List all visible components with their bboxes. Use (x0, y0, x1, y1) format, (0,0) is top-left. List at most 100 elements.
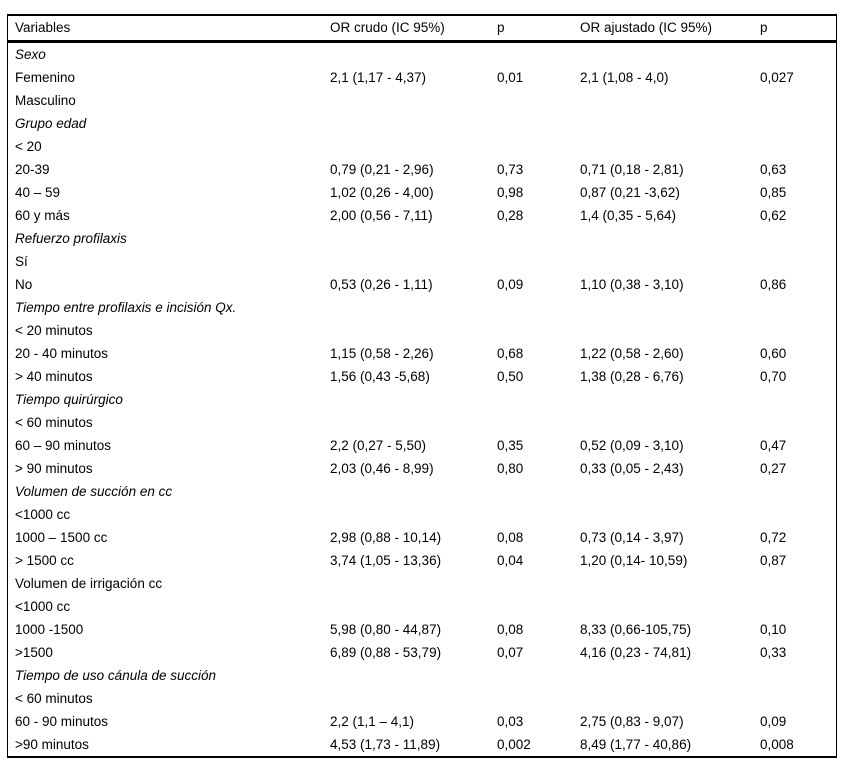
p-crudo-value (497, 503, 580, 526)
p-crudo-value: 0,08 (497, 622, 524, 637)
p-ajustado-value (760, 664, 836, 687)
row-label: > 1500 cc (15, 553, 74, 568)
row-label: 60 – 90 minutos (15, 438, 112, 453)
p-crudo-value: 0,35 (497, 438, 524, 453)
p-crudo-value (497, 411, 580, 434)
row-label: Sexo (15, 47, 46, 62)
or-ajustado-value (580, 388, 760, 411)
row-label: < 60 minutos (15, 415, 93, 430)
or-ajustado-value (580, 664, 760, 687)
row-label: 60 y más (15, 208, 70, 223)
p-ajustado-value (760, 687, 836, 710)
p-crudo-value: 0,01 (497, 70, 524, 85)
row-label: < 60 minutos (15, 691, 93, 706)
row-label: Masculino (15, 93, 76, 108)
p-ajustado-value (760, 595, 836, 618)
or-crudo-value: 2,1 (1,17 - 4,37) (330, 70, 427, 85)
or-crudo-value (330, 687, 497, 710)
row-label: Tiempo quirúrgico (15, 392, 123, 407)
row-label: > 90 minutos (15, 461, 93, 476)
p-ajustado-value: 0,60 (760, 346, 787, 361)
p-ajustado-value (760, 503, 836, 526)
or-ajustado-value (580, 572, 760, 595)
table-row: No 0,53 (0,26 - 1,11) 0,09 1,10 (0,38 - 3,1… (8, 273, 836, 296)
p-ajustado-value: 0,63 (760, 162, 787, 177)
row-label: >90 minutos (15, 737, 89, 752)
p-ajustado-value (760, 411, 836, 434)
table-row: < 20 minutos (8, 319, 836, 342)
p-crudo-value (497, 227, 580, 250)
row-label: Refuerzo profilaxis (15, 231, 127, 246)
or-crudo-value: 3,74 (1,05 - 13,36) (330, 553, 442, 568)
row-label: 20-39 (15, 162, 50, 177)
p-ajustado-value: 0,47 (760, 438, 787, 453)
row-label: No (15, 277, 33, 292)
row-label: <1000 cc (15, 507, 71, 522)
p-crudo-value: 0,002 (497, 737, 531, 752)
or-crudo-value (330, 89, 497, 112)
p-ajustado-value (760, 250, 836, 273)
p-ajustado-value (760, 89, 836, 112)
table-row: > 40 minutos 1,56 (0,43 -5,68) 0,50 1,38 (0… (8, 365, 836, 388)
p-crudo-value: 0,09 (497, 277, 524, 292)
or-crudo-value: 0,53 (0,26 - 1,11) (330, 277, 433, 292)
or-crudo-value: 1,56 (0,43 -5,68) (330, 369, 430, 384)
or-ajustado-value (580, 112, 760, 135)
table-row: Refuerzo profilaxis (8, 227, 836, 250)
p-crudo-value (497, 42, 580, 67)
table-row: 20 - 40 minutos 1,15 (0,58 - 2,26) 0,68 1,2… (8, 342, 836, 365)
p-ajustado-value: 0,33 (760, 645, 787, 660)
or-ajustado-value (580, 296, 760, 319)
or-crudo-value (330, 135, 497, 158)
p-crudo-value (497, 250, 580, 273)
or-crudo-value: 2,2 (0,27 - 5,50) (330, 438, 427, 453)
or-ajustado-value: 8,33 (0,66-105,75) (580, 622, 692, 637)
or-crudo-value (330, 319, 497, 342)
table-row: 1000 – 1500 cc 2,98 (0,88 - 10,14) 0,08 0,7… (8, 526, 836, 549)
or-ajustado-value: 8,49 (1,77 - 40,86) (580, 737, 692, 752)
or-crudo-value (330, 411, 497, 434)
p-crudo-value: 0,28 (497, 208, 524, 223)
or-ajustado-value (580, 135, 760, 158)
or-ajustado-value (580, 42, 760, 67)
or-ajustado-value: 1,4 (0,35 - 5,64) (580, 208, 677, 223)
or-crudo-value: 4,53 (1,73 - 11,89) (330, 737, 441, 752)
p-crudo-value: 0,07 (497, 645, 524, 660)
table-row: 20-39 0,79 (0,21 - 2,96) 0,73 0,71 (0,18 - … (8, 158, 836, 181)
or-crudo-value (330, 572, 497, 595)
table-row: >1500 6,89 (0,88 - 53,79) 0,07 4,16 (0,23 -… (8, 641, 836, 664)
or-ajustado-value (580, 411, 760, 434)
table-row: 1000 -1500 5,98 (0,80 - 44,87) 0,08 8,33 (0… (8, 618, 836, 641)
table-row: > 1500 cc 3,74 (1,05 - 13,36) 0,04 1,20 (0,… (8, 549, 836, 572)
p-crudo-value: 0,50 (497, 369, 524, 384)
or-ajustado-value: 2,1 (1,08 - 4,0) (580, 70, 669, 85)
or-ajustado-value (580, 480, 760, 503)
or-ajustado-value: 1,22 (0,58 - 2,60) (580, 346, 684, 361)
table-row: Sexo (8, 42, 836, 67)
header-p-ajustado: p (760, 16, 836, 43)
or-ajustado-value (580, 319, 760, 342)
p-crudo-value (497, 480, 580, 503)
p-ajustado-value (760, 388, 836, 411)
table-row: < 60 minutos (8, 411, 836, 434)
table-row: Masculino (8, 89, 836, 112)
row-label: Grupo edad (15, 116, 87, 131)
or-crudo-value: 2,00 (0,56 - 7,11) (330, 208, 433, 223)
or-crudo-value: 1,15 (0,58 - 2,26) (330, 346, 434, 361)
p-ajustado-value (760, 572, 836, 595)
results-table-frame: Variables OR crudo (IC 95%) p OR ajustad… (7, 14, 837, 758)
p-ajustado-value (760, 319, 836, 342)
table-row: 60 y más 2,00 (0,56 - 7,11) 0,28 1,4 (0,35 … (8, 204, 836, 227)
or-ajustado-value (580, 89, 760, 112)
or-crudo-value: 2,98 (0,88 - 10,14) (330, 530, 442, 545)
p-ajustado-value: 0,72 (760, 530, 787, 545)
p-ajustado-value: 0,27 (760, 461, 787, 476)
odds-ratio-table: Variables OR crudo (IC 95%) p OR ajustad… (8, 16, 836, 756)
row-label: 1000 – 1500 cc (15, 530, 108, 545)
p-ajustado-value (760, 42, 836, 67)
row-label: 40 – 59 (15, 185, 61, 200)
p-crudo-value: 0,08 (497, 530, 524, 545)
or-crudo-value: 1,02 (0,26 - 4,00) (330, 185, 434, 200)
or-crudo-value (330, 250, 497, 273)
or-crudo-value (330, 664, 497, 687)
